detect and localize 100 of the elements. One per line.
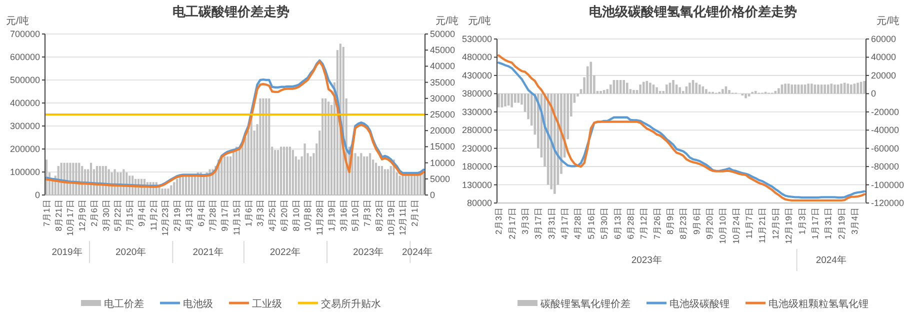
bar	[504, 94, 506, 106]
x-tick-label: 3月31日	[546, 207, 556, 240]
x-tick-label: 10月19日	[386, 199, 396, 236]
x-tick-label: 4月13日	[184, 199, 194, 232]
text: 2023年	[631, 254, 662, 266]
bar	[790, 84, 794, 94]
y2-tick-label: 10000	[430, 158, 456, 168]
bar	[698, 84, 701, 94]
chart-title: 电工碳酸锂价差走势	[172, 4, 290, 19]
x-tick-label: 6月13日	[612, 207, 622, 240]
y-tick-label: 180000	[462, 162, 492, 172]
y2-tick-label: 20000	[430, 126, 456, 136]
x-tick-label: 11月2日	[148, 199, 158, 231]
y2-tick-label: 5000	[430, 174, 450, 184]
x-tick-label: 12月9日	[77, 199, 88, 232]
x-tick-label: 8月10日	[290, 199, 301, 232]
x-tick-label: 7月15日	[124, 199, 135, 232]
text: 2019年	[52, 246, 83, 258]
bar	[678, 87, 682, 94]
bar	[682, 90, 684, 94]
y-tick-label: 280000	[462, 125, 492, 136]
bar	[626, 82, 628, 94]
x-tick-label: 1月6日	[243, 199, 254, 226]
x-tick-label: 3月16日	[338, 199, 348, 232]
legend-label: 电池级粗颗粒氢氧化锂	[768, 298, 868, 310]
y2-tick-label: 40000	[871, 52, 896, 62]
text: 2020年	[116, 246, 147, 258]
bar	[705, 89, 708, 94]
bar	[586, 66, 589, 94]
legend-label: 电池级碳酸锂	[670, 298, 730, 310]
legend-label: 电工价差	[104, 298, 144, 310]
x-tick-label: 9月20日	[704, 207, 715, 240]
legend-label: 工业级	[252, 298, 282, 310]
bar	[590, 62, 592, 94]
x-tick-label: 11月28日	[314, 199, 325, 236]
bar	[695, 82, 698, 94]
x-tick-label: 9月17日	[220, 199, 230, 232]
y-tick-label: 130000	[462, 180, 492, 190]
x-tick-label: 10月8日	[302, 199, 313, 232]
x-tick-label: 11月7日	[744, 207, 754, 239]
bar	[748, 94, 750, 96]
bar	[850, 84, 852, 94]
y-tick-label: 330000	[462, 106, 492, 117]
y-tick-label: 400000	[10, 98, 40, 108]
bar	[672, 80, 674, 94]
bar	[642, 82, 645, 94]
x-tick-label: 10月10日	[718, 207, 728, 244]
y2-tick-label: -100000	[871, 180, 904, 190]
y-tick-label: 600000	[10, 52, 40, 62]
y-axis-title: 元/吨	[468, 15, 491, 27]
chart-title: 电池级碳酸锂氢氧化锂价格价差走势	[589, 4, 797, 19]
legend-label: 电池级	[183, 298, 213, 310]
bar	[784, 84, 786, 94]
x-tick-label: 2月3日	[494, 207, 504, 234]
bar	[656, 87, 658, 94]
x-tick-label: 1月19日	[326, 199, 336, 232]
text: 2022年	[270, 246, 302, 258]
y2-tick-label: -80000	[871, 162, 900, 172]
bar	[688, 82, 691, 94]
x-tick-label: 7月3日	[362, 199, 372, 226]
x-tick-label: 2月19日	[172, 199, 182, 232]
y2-tick-label: 25000	[430, 110, 456, 120]
y2-tick-label: 60000	[871, 34, 896, 44]
x-tick-label: 1月17日	[810, 207, 820, 240]
text: 2024年	[402, 246, 434, 258]
bar	[722, 89, 724, 94]
legend-label: 碳酸锂氢氧化锂价差	[540, 298, 630, 310]
bar	[600, 90, 602, 94]
x-tick-label: 12月11日	[398, 199, 408, 236]
x-tick-label: 7月28日	[208, 199, 218, 232]
x-tick-label: 3月3日	[255, 199, 266, 226]
y2-tick-label: 50000	[430, 29, 456, 39]
y2-tick-label: -60000	[871, 143, 900, 154]
y-tick-label: 700000	[10, 29, 40, 39]
x-tick-label: 3月4日	[849, 207, 860, 234]
x-tick-label: 1月3日	[796, 207, 807, 234]
x-tick-label: 6月20日	[278, 199, 289, 232]
x-tick-label: 4月17日	[560, 207, 570, 240]
bar	[778, 88, 780, 94]
y-tick-label: 500000	[10, 75, 40, 85]
x-tick-label: 5月30日	[599, 207, 610, 240]
x-tick-label: 2月19日	[836, 207, 846, 240]
bar	[817, 84, 820, 94]
x-tick-label: 1月31日	[823, 207, 834, 240]
y2-axis-title: 元/吨	[876, 15, 900, 27]
text: 2024年	[816, 254, 847, 266]
bar	[810, 84, 813, 94]
y-tick-label: 230000	[462, 143, 492, 154]
y-tick-label: 480000	[462, 52, 492, 62]
bar	[807, 84, 810, 94]
x-tick-label: 6月28日	[625, 207, 636, 240]
x-tick-label: 2月1日	[410, 199, 420, 226]
x-tick-label: 6月4日	[196, 199, 206, 226]
bar	[856, 82, 859, 94]
y-tick-label: 300000	[10, 121, 40, 131]
x-tick-label: 8月23日	[374, 199, 384, 232]
x-tick-label: 5月10日	[350, 199, 360, 232]
bar	[863, 80, 866, 94]
bar	[794, 84, 796, 94]
y2-axis-title: 元/吨	[436, 15, 458, 27]
